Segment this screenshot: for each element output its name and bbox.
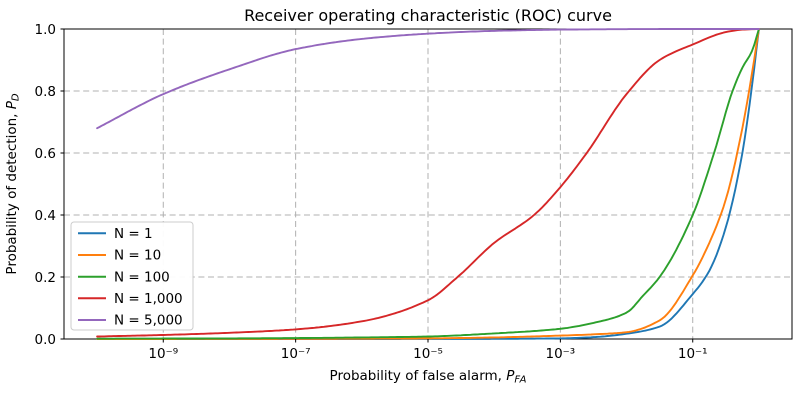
legend-entry: N = 1,000 <box>78 291 183 307</box>
y-tick-label: 0.2 <box>35 270 56 286</box>
x-tick-label: 10⁻³ <box>546 346 576 362</box>
legend: N = 1 N = 10 N = 100 N = 1,000 N = 5,000 <box>70 221 194 331</box>
ticks-layer: 10⁻⁹ 10⁻⁷ 10⁻⁵ 10⁻³ 10⁻¹ 0.0 0.2 0.4 0.6 0.8 1.0 <box>35 22 708 362</box>
x-tick-label: 10⁻¹ <box>678 346 708 362</box>
legend-label-n5000: N = 5,000 <box>114 313 183 329</box>
x-axis-label-var: P <box>506 368 515 384</box>
y-tick-label: 1.0 <box>35 22 56 38</box>
y-tick-label: 0.0 <box>35 332 56 348</box>
x-tick-label: 10⁻⁷ <box>281 346 311 362</box>
x-axis-label-sub: FA <box>514 375 526 386</box>
curves-layer <box>96 28 760 340</box>
curve-n-5-000 <box>96 28 760 130</box>
y-tick-label: 0.4 <box>35 208 56 224</box>
legend-label-n100: N = 100 <box>114 269 170 285</box>
legend-entry: N = 5,000 <box>78 313 183 329</box>
y-tick-label: 0.8 <box>35 84 56 100</box>
x-axis-label: Probability of false alarm, PFA <box>330 368 527 386</box>
y-axis-label: Probability of detection, PD <box>4 93 22 274</box>
legend-entry: N = 100 <box>78 269 170 285</box>
legend-entry: N = 1 <box>78 226 153 242</box>
y-axis-label-sub: D <box>11 93 22 101</box>
legend-entry: N = 10 <box>78 248 161 264</box>
curve-n-100 <box>96 28 760 340</box>
y-tick-label: 0.6 <box>35 146 56 162</box>
legend-label-n1000: N = 1,000 <box>114 291 183 307</box>
x-tick-label: 10⁻⁵ <box>413 346 443 362</box>
curve-n-1-000 <box>96 28 760 338</box>
legend-frame <box>70 221 194 331</box>
chart-title: Receiver operating characteristic (ROC) … <box>244 6 612 25</box>
grid-layer <box>64 29 792 339</box>
x-axis-label-text: Probability of false alarm, <box>330 368 507 384</box>
x-tick-label: 10⁻⁹ <box>148 346 178 362</box>
legend-label-n1: N = 1 <box>114 226 153 242</box>
y-axis-label-var: P <box>4 100 20 109</box>
y-axis-label-text: Probability of detection, <box>4 109 20 274</box>
legend-label-n10: N = 10 <box>114 248 161 264</box>
